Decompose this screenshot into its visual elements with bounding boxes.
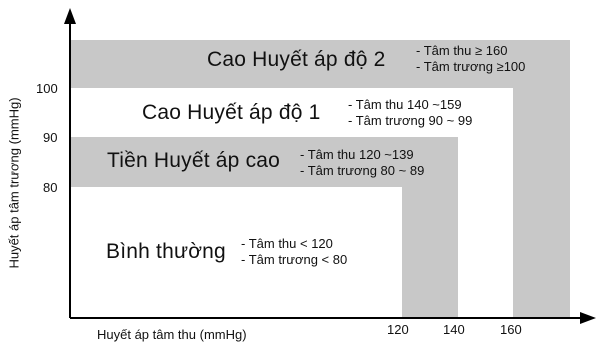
zone-stage1-line-diastolic: - Tâm trương 90 ~ 99 <box>348 112 473 128</box>
zone-stage2-line-systolic: - Tâm thu ≥ 160 <box>416 43 508 58</box>
y-axis-arrow-icon <box>64 8 76 24</box>
x-tick-160: 160 <box>500 322 522 337</box>
zone-normal-title: Bình thường <box>106 240 226 263</box>
x-tick-140: 140 <box>443 322 465 337</box>
y-tick-90: 90 <box>43 130 58 145</box>
x-axis-label: Huyết áp tâm thu (mmHg) <box>97 327 247 342</box>
y-tick-80: 80 <box>43 180 58 195</box>
zone-normal-line-diastolic: - Tâm trương < 80 <box>241 251 348 267</box>
zone-stage2-title: Cao Huyết áp độ 2 <box>207 48 386 71</box>
zone-prehypertension-title: Tiền Huyết áp cao <box>107 149 281 172</box>
zone-prehypertension-details: - Tâm thu 120 ~139 - Tâm trương 80 ~ 89 <box>300 147 424 178</box>
zone-prehypertension-line-systolic: - Tâm thu 120 ~139 <box>300 147 414 162</box>
zone-stage2-line-diastolic: - Tâm trương ≥100 <box>416 58 526 74</box>
zone-stage1-details: - Tâm thu 140 ~159 - Tâm trương 90 ~ 99 <box>348 97 472 128</box>
y-tick-100: 100 <box>36 81 58 96</box>
x-axis-arrow-icon <box>580 312 596 324</box>
zone-stage2-band <box>70 40 570 318</box>
zone-stage1-line-systolic: - Tâm thu 140 ~159 <box>348 97 462 112</box>
zone-normal-details: - Tâm thu < 120 - Tâm trương < 80 <box>241 236 347 267</box>
zone-prehypertension-line-diastolic: - Tâm trương 80 ~ 89 <box>300 162 425 178</box>
zone-prehypertension-band <box>70 137 458 318</box>
zone-stage1-title: Cao Huyết áp độ 1 <box>142 101 321 124</box>
zone-stage2-details: - Tâm thu ≥ 160 - Tâm trương ≥100 <box>416 43 525 74</box>
x-tick-120: 120 <box>387 322 409 337</box>
y-axis-label: Huyết áp tâm trương (mmHg) <box>6 97 22 269</box>
zone-normal-line-systolic: - Tâm thu < 120 <box>241 236 333 251</box>
